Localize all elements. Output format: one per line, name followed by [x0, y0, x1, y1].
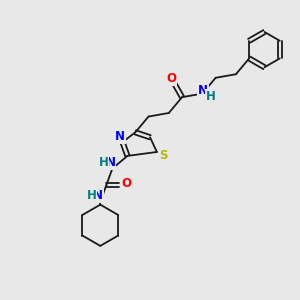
Text: N: N — [93, 189, 103, 202]
Text: O: O — [121, 177, 131, 190]
Text: O: O — [166, 72, 176, 85]
Text: N: N — [105, 156, 116, 169]
Text: N: N — [198, 84, 208, 97]
Text: H: H — [206, 90, 216, 103]
Text: H: H — [99, 156, 109, 169]
Text: N: N — [115, 130, 124, 143]
Text: S: S — [160, 149, 168, 162]
Text: H: H — [86, 189, 96, 202]
